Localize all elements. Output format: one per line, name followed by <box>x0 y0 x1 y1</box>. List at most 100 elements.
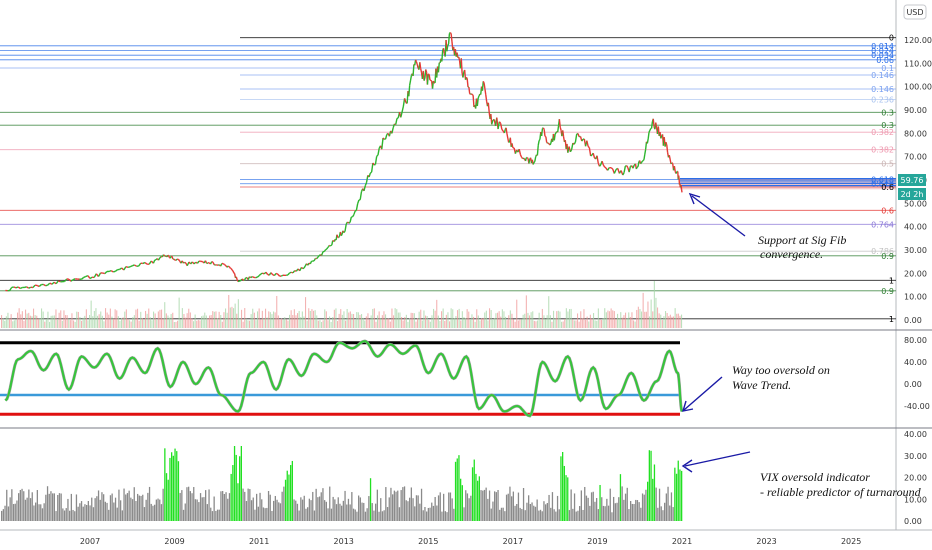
price-segment <box>275 272 279 275</box>
volume-bar <box>225 308 227 328</box>
vix-bar <box>519 507 521 521</box>
price-segment <box>477 95 480 99</box>
price-tick-label: 120.00 <box>904 36 932 45</box>
vix-bar <box>16 500 18 521</box>
fib-label: 0.1 <box>881 64 894 73</box>
price-segment <box>206 262 209 265</box>
vix-bar <box>233 446 236 521</box>
time-tick-label: 2023 <box>756 537 776 546</box>
vix-bar <box>417 495 419 521</box>
vix-bar <box>505 494 508 521</box>
vix-bar <box>225 492 227 521</box>
price-segment <box>338 235 341 238</box>
fib-label: 0.9 <box>881 252 894 261</box>
vix-bar <box>434 497 436 521</box>
vix-bar <box>664 502 666 521</box>
vix-bar <box>531 502 533 521</box>
vix-bar <box>674 467 676 521</box>
price-segment <box>409 75 413 81</box>
volume-bar <box>101 315 103 328</box>
vix-bar <box>407 501 409 521</box>
volume-bar <box>420 309 422 328</box>
vix-bar <box>604 506 606 521</box>
volume-bar <box>666 312 668 328</box>
price-segment <box>267 273 270 276</box>
volume-bar <box>82 317 84 328</box>
volume-bar <box>375 321 377 328</box>
volume-bar <box>314 310 316 328</box>
vix-bar <box>679 469 681 521</box>
vix-text-2: - reliable predictor of turnaround <box>760 485 922 499</box>
price-segment <box>277 273 280 277</box>
price-segment <box>373 163 376 166</box>
vix-bar <box>288 474 290 521</box>
fib-band <box>680 178 896 190</box>
vix-bar <box>295 500 297 521</box>
price-segment <box>354 209 357 212</box>
price-segment <box>365 175 369 183</box>
price-segment <box>642 159 645 162</box>
volume-bar <box>458 308 460 328</box>
volume-bar <box>199 320 201 328</box>
price-segment <box>196 260 200 264</box>
vix-bar <box>599 484 601 521</box>
vix-tick-label: 30.00 <box>904 452 927 461</box>
volume-bar <box>73 320 75 328</box>
vix-bar <box>602 505 605 521</box>
vix-bar <box>363 502 365 521</box>
vix-bar <box>366 508 368 521</box>
volume-bar <box>346 308 348 328</box>
price-tick-label: 80.00 <box>904 129 927 138</box>
volume-bar <box>673 316 675 328</box>
vix-bar <box>38 504 40 521</box>
volume-bar <box>433 308 435 328</box>
volume-bar <box>487 320 489 328</box>
volume-bar <box>652 311 654 328</box>
volume-bar <box>665 311 667 328</box>
vix-bar <box>344 490 346 521</box>
volume-bar <box>197 319 199 328</box>
volume-bar <box>585 319 587 328</box>
vix-bar <box>560 456 562 521</box>
vix-bar <box>133 487 135 521</box>
vix-bar <box>354 509 356 521</box>
volume-bar <box>65 315 67 328</box>
vix-bar <box>660 506 662 521</box>
volume-bar <box>138 320 140 328</box>
volume-bar <box>401 317 403 328</box>
price-segment <box>628 166 632 173</box>
vix-bar <box>324 500 326 521</box>
price-segment <box>408 85 411 97</box>
price-segment <box>168 255 171 258</box>
volume-bar <box>367 313 369 328</box>
price-segment <box>536 145 539 156</box>
price-segment <box>220 263 223 267</box>
price-segment <box>498 121 502 124</box>
vix-bar <box>577 510 579 521</box>
vix-bar <box>247 488 249 521</box>
price-segment <box>511 143 514 148</box>
price-segment <box>472 95 475 108</box>
currency-label[interactable]: USD <box>903 4 927 20</box>
vix-bar <box>553 509 555 521</box>
volume-bar <box>509 310 511 328</box>
price-segment <box>462 71 465 78</box>
volume-bar <box>209 315 211 328</box>
volume-bar <box>385 314 387 328</box>
vix-bar <box>470 495 472 521</box>
price-segment <box>546 141 549 144</box>
wave-arrow <box>683 376 723 411</box>
vix-bar <box>507 493 509 521</box>
price-segment <box>89 276 93 280</box>
vix-bar <box>250 500 253 521</box>
vix-bar <box>57 494 59 521</box>
price-segment <box>641 160 644 162</box>
vix-bar <box>290 465 292 521</box>
vix-tick-label: 10.00 <box>904 495 927 504</box>
volume-bar <box>389 321 391 328</box>
volume-bar <box>383 311 385 328</box>
price-segment <box>625 164 627 167</box>
volume-bar <box>87 320 89 328</box>
volume-bar <box>52 315 54 328</box>
vix-bar <box>614 503 616 521</box>
